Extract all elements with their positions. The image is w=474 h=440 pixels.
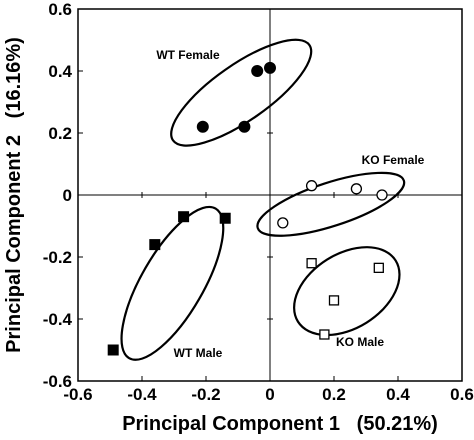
ko-male-point xyxy=(319,329,330,340)
ko-male-point xyxy=(306,258,317,269)
x-tick-label: -0.2 xyxy=(191,385,220,404)
y-axis-title: Principal Component 2 (16.16%) xyxy=(3,37,25,353)
wt-male-point xyxy=(178,211,190,223)
x-tick-label: 0 xyxy=(265,385,274,404)
x-axis-title: Principal Component 1 (50.21%) xyxy=(122,413,438,435)
y-tick-label: -0.6 xyxy=(43,372,72,391)
x-tick-label: 0.6 xyxy=(450,385,474,404)
wt-male-point xyxy=(149,239,161,251)
ko-male-point xyxy=(373,262,384,274)
x-tick-label: 0.4 xyxy=(386,385,410,404)
ko-female-point xyxy=(277,217,289,229)
ko-male-point xyxy=(328,295,340,306)
x-tick-label: -0.6 xyxy=(63,385,92,404)
wt-male-label: WT Male xyxy=(174,346,223,360)
ko-female-label: KO Female xyxy=(362,153,425,167)
ko-male-label: KO Male xyxy=(336,335,384,349)
wt-male-point xyxy=(219,212,231,224)
ko-female-point xyxy=(376,189,388,201)
x-tick-label: 0.2 xyxy=(322,385,346,404)
y-tick-label: 0 xyxy=(63,186,72,205)
wt-male-ellipse xyxy=(120,205,225,361)
wt-female-label: WT Female xyxy=(156,48,220,62)
y-tick-label: 0.4 xyxy=(48,62,72,81)
ko-female-ellipse xyxy=(256,171,406,237)
x-tick-label: -0.4 xyxy=(127,385,157,404)
wt-female-point xyxy=(196,120,209,133)
wt-male-point xyxy=(107,344,119,356)
ko-female-point xyxy=(350,183,363,195)
wt-female-ellipse xyxy=(170,38,313,147)
y-tick-label: -0.4 xyxy=(43,310,73,329)
wt-female-point xyxy=(251,65,264,77)
wt-female-point xyxy=(264,61,276,74)
ko-female-point xyxy=(305,180,318,192)
wt-female-point xyxy=(238,120,251,133)
y-tick-label: 0.6 xyxy=(48,0,72,19)
ko-male-ellipse xyxy=(293,246,401,337)
y-tick-label: -0.2 xyxy=(43,248,72,267)
y-tick-label: 0.2 xyxy=(48,124,72,143)
